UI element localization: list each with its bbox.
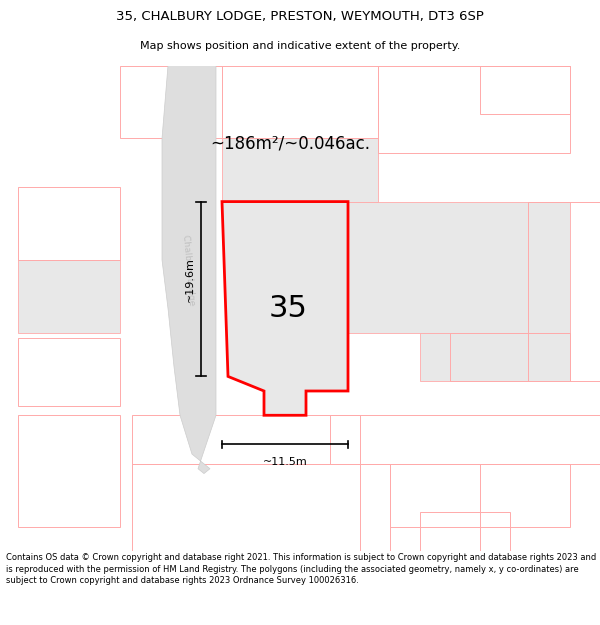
Text: ~11.5m: ~11.5m [263,456,307,466]
Text: Chalbury Lodge: Chalbury Lodge [181,234,197,306]
Polygon shape [420,332,570,381]
Text: 35: 35 [269,294,307,323]
Polygon shape [348,202,570,332]
Text: ~19.6m: ~19.6m [185,257,195,302]
Text: Contains OS data © Crown copyright and database right 2021. This information is : Contains OS data © Crown copyright and d… [6,552,596,586]
Polygon shape [162,66,216,474]
Text: Map shows position and indicative extent of the property.: Map shows position and indicative extent… [140,41,460,51]
Polygon shape [222,202,348,415]
Text: 35, CHALBURY LODGE, PRESTON, WEYMOUTH, DT3 6SP: 35, CHALBURY LODGE, PRESTON, WEYMOUTH, D… [116,10,484,23]
Polygon shape [222,139,378,202]
Polygon shape [18,260,120,332]
Text: ~186m²/~0.046ac.: ~186m²/~0.046ac. [210,134,370,152]
